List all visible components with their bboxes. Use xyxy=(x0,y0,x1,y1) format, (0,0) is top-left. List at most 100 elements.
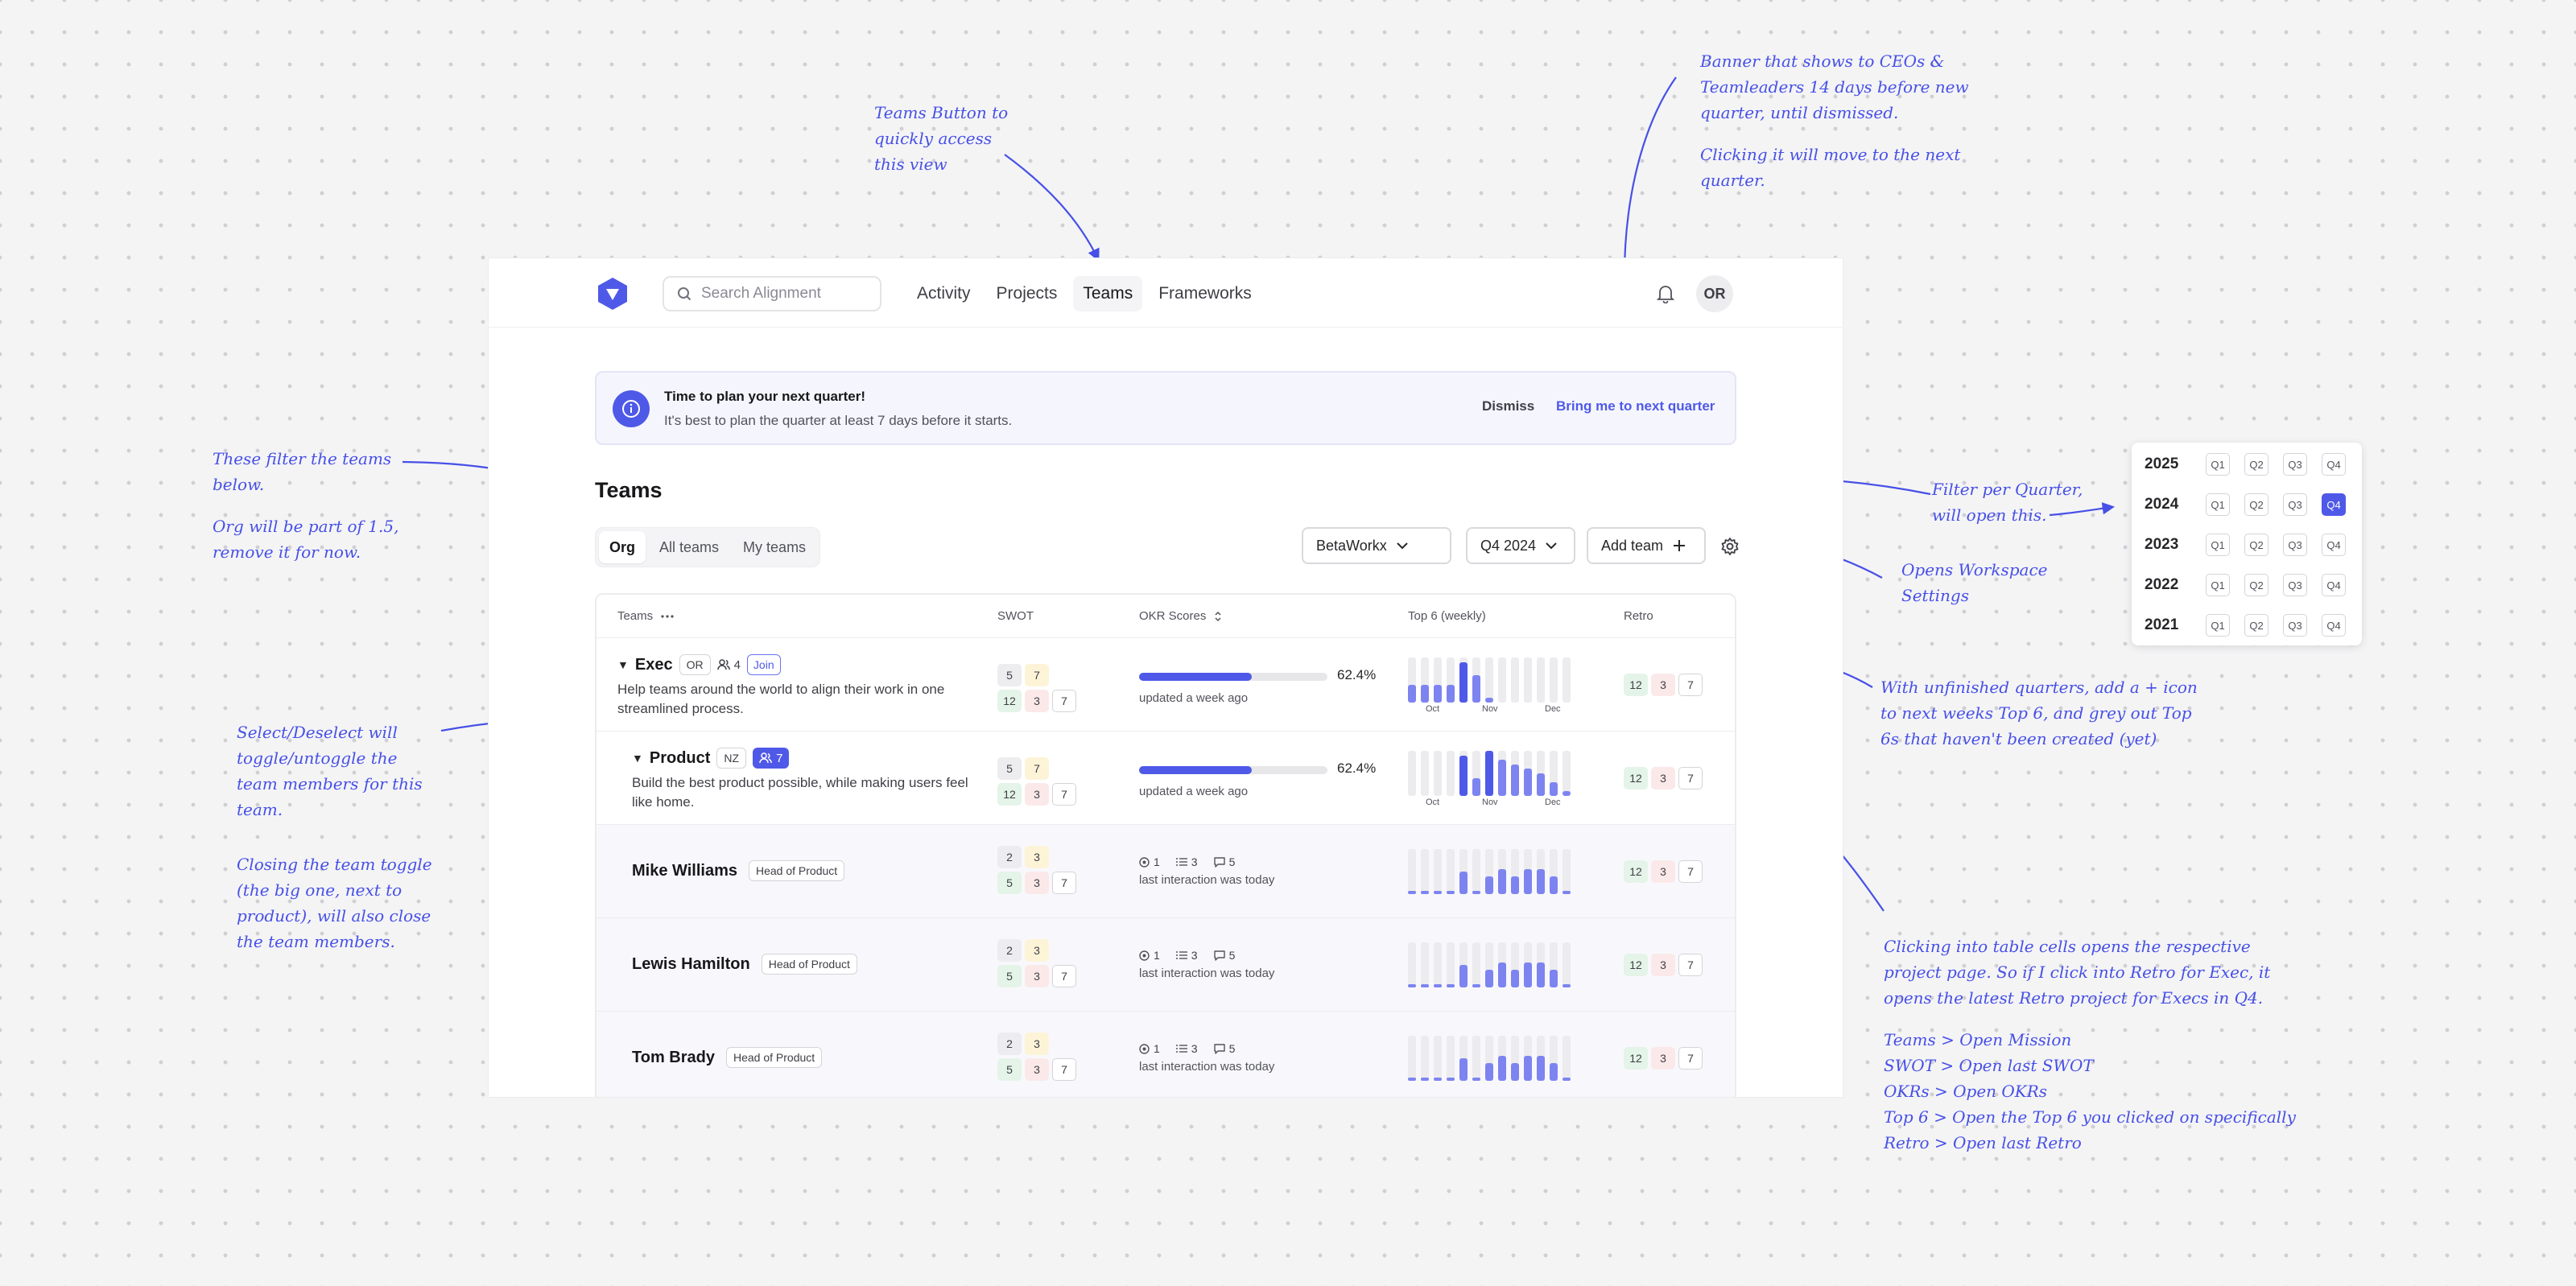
members-toggle[interactable]: 4 xyxy=(716,658,741,672)
member-stats[interactable]: 1 3 5 xyxy=(1139,949,1235,962)
quarter-option[interactable]: Q1 xyxy=(2206,493,2230,516)
quarter-option[interactable]: Q1 xyxy=(2206,453,2230,476)
quarter-option[interactable]: Q2 xyxy=(2244,614,2268,637)
swot-total[interactable]: 7 xyxy=(1052,690,1076,712)
top6-week-bar[interactable] xyxy=(1421,751,1429,796)
retro-went-bad[interactable]: 3 xyxy=(1651,860,1675,883)
quarter-option[interactable]: Q3 xyxy=(2283,493,2307,516)
top6-week-bar[interactable] xyxy=(1511,942,1519,987)
okr-progress-bar[interactable] xyxy=(1139,673,1327,681)
top6-week-bar[interactable] xyxy=(1485,849,1493,894)
top6-week-bar[interactable] xyxy=(1472,942,1480,987)
top6-week-bar[interactable] xyxy=(1485,942,1493,987)
quarter-option[interactable]: Q3 xyxy=(2283,614,2307,637)
retro-went-bad[interactable]: 3 xyxy=(1651,954,1675,976)
top6-week-bar[interactable] xyxy=(1524,657,1532,703)
swot-strengths[interactable]: 5 xyxy=(997,664,1022,686)
tab-org[interactable]: Org xyxy=(599,531,646,563)
retro-went-well[interactable]: 12 xyxy=(1624,1047,1648,1070)
swot-threats[interactable]: 3 xyxy=(1025,1058,1049,1081)
table-row-exec[interactable]: ▼ Exec OR 4 Join Help teams around the w… xyxy=(597,638,1735,732)
retro-went-bad[interactable]: 3 xyxy=(1651,767,1675,789)
swot-weaknesses[interactable]: 3 xyxy=(1025,1033,1049,1055)
table-row-product[interactable]: ▼ Product NZ 7 Build the best product po… xyxy=(597,732,1735,825)
top6-week-bar[interactable] xyxy=(1498,849,1506,894)
top6-week-bar[interactable] xyxy=(1524,751,1532,796)
top6-week-bar[interactable] xyxy=(1408,751,1416,796)
retro-actions[interactable]: 7 xyxy=(1678,674,1703,696)
quarter-select[interactable]: Q4 2024 xyxy=(1466,527,1575,564)
nav-projects[interactable]: Projects xyxy=(996,284,1058,303)
tab-all-teams[interactable]: All teams xyxy=(659,538,720,555)
retro-actions[interactable]: 7 xyxy=(1678,860,1703,883)
table-row-member[interactable]: Lewis Hamilton Head of Product 2 3 5 3 7 1 3 5 las… xyxy=(597,918,1735,1012)
quarter-option[interactable]: Q4 xyxy=(2322,614,2346,637)
member-stats[interactable]: 1 3 5 xyxy=(1139,855,1235,868)
swot-opportunities[interactable]: 12 xyxy=(997,783,1022,806)
collapse-toggle[interactable]: ▼ xyxy=(617,658,629,671)
top6-week-bar[interactable] xyxy=(1485,1036,1493,1081)
top6-week-bar[interactable] xyxy=(1459,849,1468,894)
retro-actions[interactable]: 7 xyxy=(1678,1047,1703,1070)
top6-week-bar[interactable] xyxy=(1472,1036,1480,1081)
quarter-option[interactable]: Q3 xyxy=(2283,574,2307,596)
top6-week-bar[interactable] xyxy=(1537,849,1545,894)
top6-week-bar[interactable] xyxy=(1434,657,1442,703)
swot-opportunities[interactable]: 5 xyxy=(997,965,1022,987)
top6-week-bar[interactable] xyxy=(1472,657,1480,703)
column-teams[interactable]: Teams xyxy=(617,609,674,623)
top6-week-bar[interactable] xyxy=(1563,849,1571,894)
top6-week-bar[interactable] xyxy=(1472,849,1480,894)
top6-week-bar[interactable] xyxy=(1447,849,1455,894)
quarter-option[interactable]: Q4 xyxy=(2322,493,2346,516)
top6-week-bar[interactable] xyxy=(1459,1036,1468,1081)
swot-weaknesses[interactable]: 7 xyxy=(1025,664,1049,686)
tab-my-teams[interactable]: My teams xyxy=(743,538,807,555)
swot-strengths[interactable]: 2 xyxy=(997,939,1022,962)
retro-actions[interactable]: 7 xyxy=(1678,767,1703,789)
top6-week-bar[interactable] xyxy=(1563,1036,1571,1081)
top6-week-bar[interactable] xyxy=(1447,751,1455,796)
join-button[interactable]: Join xyxy=(746,654,781,675)
quarter-option[interactable]: Q2 xyxy=(2244,493,2268,516)
swot-threats[interactable]: 3 xyxy=(1025,965,1049,987)
table-row-member[interactable]: Tom Brady Head of Product 2 3 5 3 7 1 3 5 last int… xyxy=(597,1012,1735,1097)
retro-went-well[interactable]: 12 xyxy=(1624,860,1648,883)
top6-week-bar[interactable] xyxy=(1434,1036,1442,1081)
top6-week-bar[interactable] xyxy=(1434,942,1442,987)
top6-bars[interactable] xyxy=(1408,942,1571,987)
member-name[interactable]: Tom Brady xyxy=(632,1048,715,1066)
swot-weaknesses[interactable]: 7 xyxy=(1025,757,1049,780)
next-quarter-banner[interactable]: Time to plan your next quarter! It's bes… xyxy=(595,371,1736,445)
top6-week-bar[interactable] xyxy=(1498,751,1506,796)
top6-week-bar[interactable] xyxy=(1421,1036,1429,1081)
top6-week-bar[interactable] xyxy=(1537,942,1545,987)
top6-week-bar[interactable] xyxy=(1447,1036,1455,1081)
logo-icon[interactable] xyxy=(595,276,630,311)
swot-total[interactable]: 7 xyxy=(1052,872,1076,894)
top6-week-bar[interactable] xyxy=(1498,1036,1506,1081)
top6-week-bar[interactable] xyxy=(1421,657,1429,703)
retro-went-well[interactable]: 12 xyxy=(1624,767,1648,789)
swot-opportunities[interactable]: 12 xyxy=(997,690,1022,712)
top6-bars[interactable] xyxy=(1408,849,1571,894)
avatar[interactable]: OR xyxy=(1696,275,1733,312)
top6-bars[interactable] xyxy=(1408,1036,1571,1081)
top6-week-bar[interactable] xyxy=(1550,942,1558,987)
more-icon[interactable] xyxy=(661,614,674,618)
top6-week-bar[interactable] xyxy=(1511,751,1519,796)
top6-week-bar[interactable] xyxy=(1447,942,1455,987)
member-stats[interactable]: 1 3 5 xyxy=(1139,1042,1235,1055)
top6-week-bar[interactable] xyxy=(1511,1036,1519,1081)
retro-went-well[interactable]: 12 xyxy=(1624,674,1648,696)
dismiss-button[interactable]: Dismiss xyxy=(1482,398,1535,414)
retro-went-bad[interactable]: 3 xyxy=(1651,674,1675,696)
quarter-option[interactable]: Q1 xyxy=(2206,614,2230,637)
swot-weaknesses[interactable]: 3 xyxy=(1025,939,1049,962)
gear-icon[interactable] xyxy=(1717,534,1743,559)
add-team-button[interactable]: Add team xyxy=(1587,527,1706,564)
retro-went-bad[interactable]: 3 xyxy=(1651,1047,1675,1070)
quarter-option[interactable]: Q4 xyxy=(2322,453,2346,476)
swot-strengths[interactable]: 5 xyxy=(997,757,1022,780)
top6-week-bar[interactable] xyxy=(1550,849,1558,894)
